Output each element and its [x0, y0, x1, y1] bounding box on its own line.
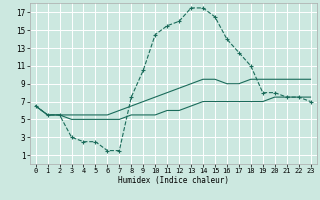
X-axis label: Humidex (Indice chaleur): Humidex (Indice chaleur) [118, 176, 228, 185]
